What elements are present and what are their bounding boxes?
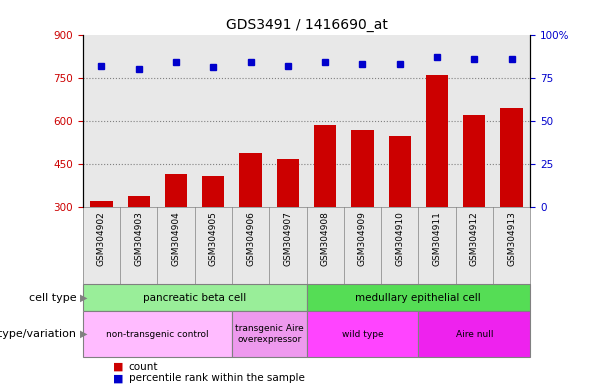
Bar xyxy=(418,311,530,357)
Bar xyxy=(389,136,411,294)
Text: GSM304905: GSM304905 xyxy=(209,211,218,266)
Text: GSM304910: GSM304910 xyxy=(395,211,404,266)
Text: GSM304903: GSM304903 xyxy=(134,211,143,266)
Text: ■: ■ xyxy=(113,373,124,383)
Bar xyxy=(500,108,523,294)
Text: ▶: ▶ xyxy=(80,293,87,303)
Bar xyxy=(351,130,374,294)
Bar xyxy=(83,311,232,357)
Bar xyxy=(202,176,224,294)
Text: non-transgenic control: non-transgenic control xyxy=(106,329,208,339)
Bar xyxy=(426,75,448,294)
Text: GSM304904: GSM304904 xyxy=(172,211,180,266)
Bar xyxy=(463,115,485,294)
Text: GSM304902: GSM304902 xyxy=(97,211,106,266)
Bar xyxy=(232,311,306,357)
Bar xyxy=(240,152,262,294)
Bar xyxy=(90,201,113,294)
Text: Aire null: Aire null xyxy=(455,329,493,339)
Text: pancreatic beta cell: pancreatic beta cell xyxy=(143,293,246,303)
Bar xyxy=(276,159,299,294)
Title: GDS3491 / 1416690_at: GDS3491 / 1416690_at xyxy=(226,18,387,32)
Bar xyxy=(306,284,530,311)
Text: GSM304908: GSM304908 xyxy=(321,211,330,266)
Text: GSM304909: GSM304909 xyxy=(358,211,367,266)
Text: GSM304907: GSM304907 xyxy=(283,211,292,266)
Text: percentile rank within the sample: percentile rank within the sample xyxy=(129,373,305,383)
Text: GSM304913: GSM304913 xyxy=(507,211,516,266)
Text: medullary epithelial cell: medullary epithelial cell xyxy=(356,293,481,303)
Text: cell type: cell type xyxy=(29,293,77,303)
Text: GSM304911: GSM304911 xyxy=(433,211,441,266)
Text: count: count xyxy=(129,362,158,372)
Text: wild type: wild type xyxy=(341,329,383,339)
Bar xyxy=(306,311,418,357)
Text: ▶: ▶ xyxy=(80,329,87,339)
Text: genotype/variation: genotype/variation xyxy=(0,329,77,339)
Text: GSM304906: GSM304906 xyxy=(246,211,255,266)
Text: ■: ■ xyxy=(113,362,124,372)
Bar xyxy=(128,196,150,294)
Bar xyxy=(83,284,306,311)
Bar xyxy=(314,125,337,294)
Bar xyxy=(165,174,187,294)
Text: GSM304912: GSM304912 xyxy=(470,211,479,266)
Text: transgenic Aire
overexpressor: transgenic Aire overexpressor xyxy=(235,324,303,344)
